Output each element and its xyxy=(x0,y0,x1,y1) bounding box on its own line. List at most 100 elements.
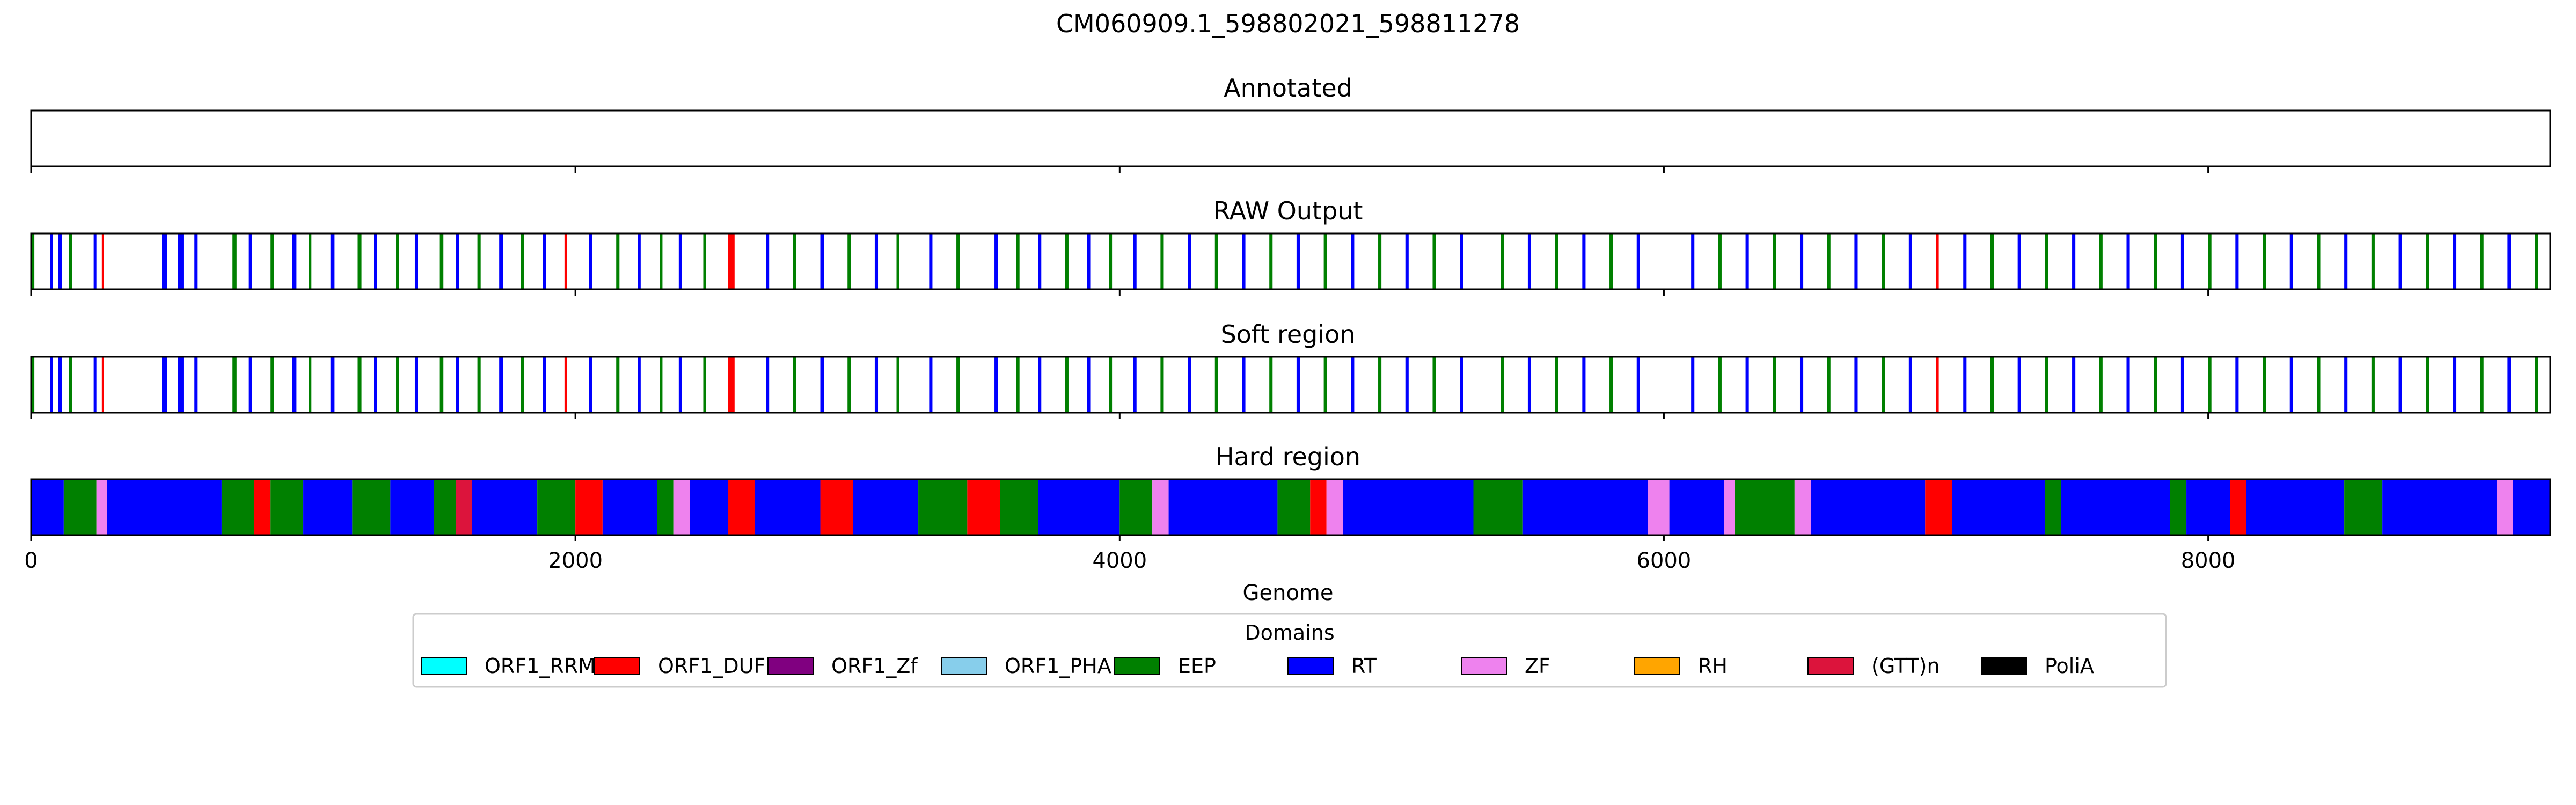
segment-eep xyxy=(703,357,706,413)
segment-rt xyxy=(1854,357,1858,413)
segment-rt xyxy=(1296,357,1300,413)
segment-eep xyxy=(1827,233,1831,289)
segment-zf xyxy=(96,479,107,535)
segment-rt xyxy=(2513,479,2550,535)
x-tick-label: 0 xyxy=(24,548,38,573)
segment-orf1duf xyxy=(1936,357,1939,413)
segment-orf1duf xyxy=(967,479,1000,535)
segment-rt xyxy=(929,357,933,413)
legend-label: ORF1_Zf xyxy=(831,654,918,678)
track-3: Hard region xyxy=(30,442,2551,541)
segment-eep xyxy=(2099,357,2103,413)
segment-rt xyxy=(292,233,297,289)
segment-rt xyxy=(1188,233,1191,289)
segment-eep xyxy=(2480,357,2484,413)
segment-eep xyxy=(1323,233,1327,289)
segment-rt xyxy=(194,233,198,289)
track-title: Soft region xyxy=(1221,320,1356,349)
segment-rt xyxy=(162,357,167,413)
segment-rt xyxy=(638,233,641,289)
segment-rt xyxy=(58,233,62,289)
segment-rt xyxy=(2017,357,2021,413)
track-frame xyxy=(30,109,2551,167)
segment-eep xyxy=(1378,357,1382,413)
legend-item: ORF1_PHA xyxy=(941,654,1111,678)
segment-rt xyxy=(1460,357,1463,413)
segment-rt xyxy=(1087,233,1091,289)
segment-zf xyxy=(1648,479,1670,535)
segment-orf1duf xyxy=(564,357,567,413)
segment-eep xyxy=(1065,233,1069,289)
segment-eep xyxy=(1827,357,1831,413)
legend-label: ZF xyxy=(1525,654,1550,678)
segment-rt xyxy=(2180,357,2184,413)
segment-eep xyxy=(1718,357,1722,413)
segment-zf xyxy=(1326,479,1343,535)
segment-rt xyxy=(303,479,353,535)
segment-rt xyxy=(1908,233,1912,289)
segment-rt xyxy=(93,233,97,289)
segment-eep xyxy=(2154,357,2157,413)
segment-eep xyxy=(1000,479,1038,535)
segment-rt xyxy=(2072,233,2076,289)
segment-rt xyxy=(456,233,459,289)
segment-rt xyxy=(2289,357,2293,413)
segment-eep xyxy=(2099,233,2103,289)
segment-eep xyxy=(896,357,899,413)
segment-zf xyxy=(1794,479,1811,535)
segment-eep xyxy=(1555,233,1558,289)
segment-eep xyxy=(2535,233,2538,289)
segment-eep xyxy=(396,357,399,413)
segment-eep xyxy=(1609,233,1613,289)
segment-eep xyxy=(847,233,851,289)
segment-rt xyxy=(994,357,998,413)
segment-eep xyxy=(521,233,524,289)
segment-rt xyxy=(292,357,297,413)
segment-eep xyxy=(270,233,274,289)
segment-rt xyxy=(2017,233,2021,289)
segment-orf1duf xyxy=(564,233,567,289)
segment-rt xyxy=(1691,357,1695,413)
segment-rt xyxy=(1168,479,1278,535)
segment-rt xyxy=(107,479,222,535)
legend: Domains ORF1_RRM ORF1_DUF ORF1_Zf ORF1_PHA EE… xyxy=(412,613,2167,688)
segment-eep xyxy=(1990,233,1994,289)
segment-orf1duf xyxy=(728,233,735,289)
segment-rt xyxy=(499,357,503,413)
segment-rt xyxy=(994,233,998,289)
segment-eep xyxy=(793,357,796,413)
legend-label: ORF1_PHA xyxy=(1005,654,1111,678)
segment-orf1duf xyxy=(101,357,104,413)
segment-orf1duf xyxy=(101,233,104,289)
segment-orf1duf xyxy=(2230,479,2246,535)
legend-item: (GTT)n xyxy=(1807,654,1940,678)
segment-eep xyxy=(1882,233,1885,289)
segment-rt xyxy=(1188,357,1191,413)
segment-rt xyxy=(2344,357,2348,413)
segment-rt xyxy=(1745,233,1749,289)
segment-rt xyxy=(2507,357,2511,413)
segment-rt xyxy=(1133,233,1137,289)
segment-rt xyxy=(1242,357,1246,413)
track-frame xyxy=(30,356,2551,414)
segment-eep xyxy=(2208,233,2212,289)
segment-orf1duf xyxy=(728,479,755,535)
segment-eep xyxy=(309,357,312,413)
x-tick-label: 6000 xyxy=(1637,548,1692,573)
segment-rt xyxy=(499,233,503,289)
segment-rt xyxy=(1133,357,1137,413)
legend-label: PoliA xyxy=(2045,654,2094,678)
segment-orf1duf xyxy=(254,479,271,535)
segment-eep xyxy=(439,233,444,289)
segment-rt xyxy=(589,357,592,413)
segment-eep xyxy=(2344,479,2383,535)
segment-eep xyxy=(2045,479,2061,535)
segment-rt xyxy=(472,479,538,535)
segment-zf xyxy=(2497,479,2513,535)
segment-rt xyxy=(1582,233,1586,289)
segment-rt xyxy=(602,479,657,535)
segment-eep xyxy=(2045,233,2048,289)
segment-rt xyxy=(330,357,335,413)
segment-rt xyxy=(162,233,167,289)
